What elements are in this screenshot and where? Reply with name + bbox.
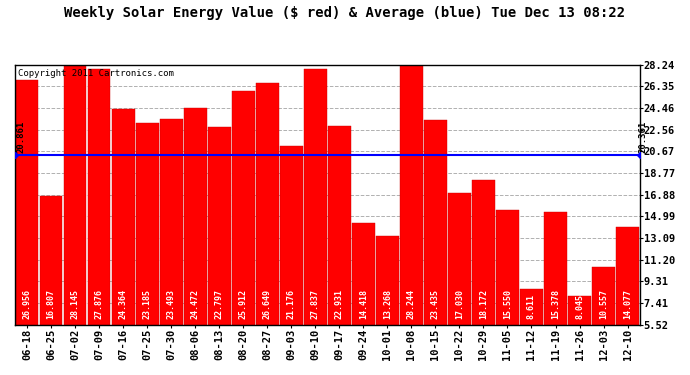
Text: 8.045: 8.045: [575, 294, 584, 319]
Bar: [160, 119, 183, 325]
Text: 23.185: 23.185: [143, 289, 152, 319]
Bar: [448, 193, 471, 325]
Text: 18.172: 18.172: [479, 289, 488, 319]
Bar: [424, 120, 447, 325]
Text: 23.435: 23.435: [431, 289, 440, 319]
Text: 24.472: 24.472: [190, 289, 199, 319]
Bar: [112, 109, 135, 325]
Text: 13.268: 13.268: [383, 289, 392, 319]
Text: 22.931: 22.931: [335, 289, 344, 319]
Text: 28.145: 28.145: [70, 289, 79, 319]
Text: 25.912: 25.912: [239, 289, 248, 319]
Text: Weekly Solar Energy Value ($ red) & Average (blue) Tue Dec 13 08:22: Weekly Solar Energy Value ($ red) & Aver…: [64, 6, 626, 20]
Bar: [304, 69, 326, 325]
Text: 26.649: 26.649: [263, 289, 272, 319]
Text: 10.557: 10.557: [599, 289, 608, 319]
Bar: [472, 180, 495, 325]
Bar: [88, 69, 110, 325]
Text: 15.378: 15.378: [551, 289, 560, 319]
Text: 14.077: 14.077: [623, 289, 632, 319]
Text: 14.418: 14.418: [359, 289, 368, 319]
Bar: [592, 267, 615, 325]
Text: Copyright 2011 Cartronics.com: Copyright 2011 Cartronics.com: [18, 69, 174, 78]
Text: 21.176: 21.176: [287, 289, 296, 319]
Bar: [256, 83, 279, 325]
Text: 15.550: 15.550: [503, 289, 512, 319]
Bar: [496, 210, 519, 325]
Bar: [352, 223, 375, 325]
Bar: [520, 289, 543, 325]
Bar: [400, 65, 423, 325]
Bar: [544, 212, 567, 325]
Bar: [376, 236, 399, 325]
Text: 28.244: 28.244: [407, 289, 416, 319]
Bar: [184, 108, 206, 325]
Text: 16.807: 16.807: [46, 289, 55, 319]
Bar: [63, 66, 86, 325]
Text: 26.956: 26.956: [23, 289, 32, 319]
Bar: [328, 126, 351, 325]
Text: 27.876: 27.876: [95, 289, 103, 319]
Text: 20.861: 20.861: [16, 120, 26, 153]
Text: 22.797: 22.797: [215, 289, 224, 319]
Bar: [568, 296, 591, 325]
Bar: [616, 227, 639, 325]
Text: 27.837: 27.837: [310, 289, 319, 319]
Text: 23.493: 23.493: [167, 289, 176, 319]
Text: 8.611: 8.611: [527, 294, 536, 319]
Bar: [136, 123, 159, 325]
Bar: [39, 196, 62, 325]
Bar: [16, 80, 39, 325]
Text: 17.030: 17.030: [455, 289, 464, 319]
Bar: [232, 92, 255, 325]
Text: 20.361: 20.361: [638, 120, 647, 153]
Text: 24.364: 24.364: [119, 289, 128, 319]
Bar: [280, 146, 303, 325]
Bar: [208, 127, 230, 325]
